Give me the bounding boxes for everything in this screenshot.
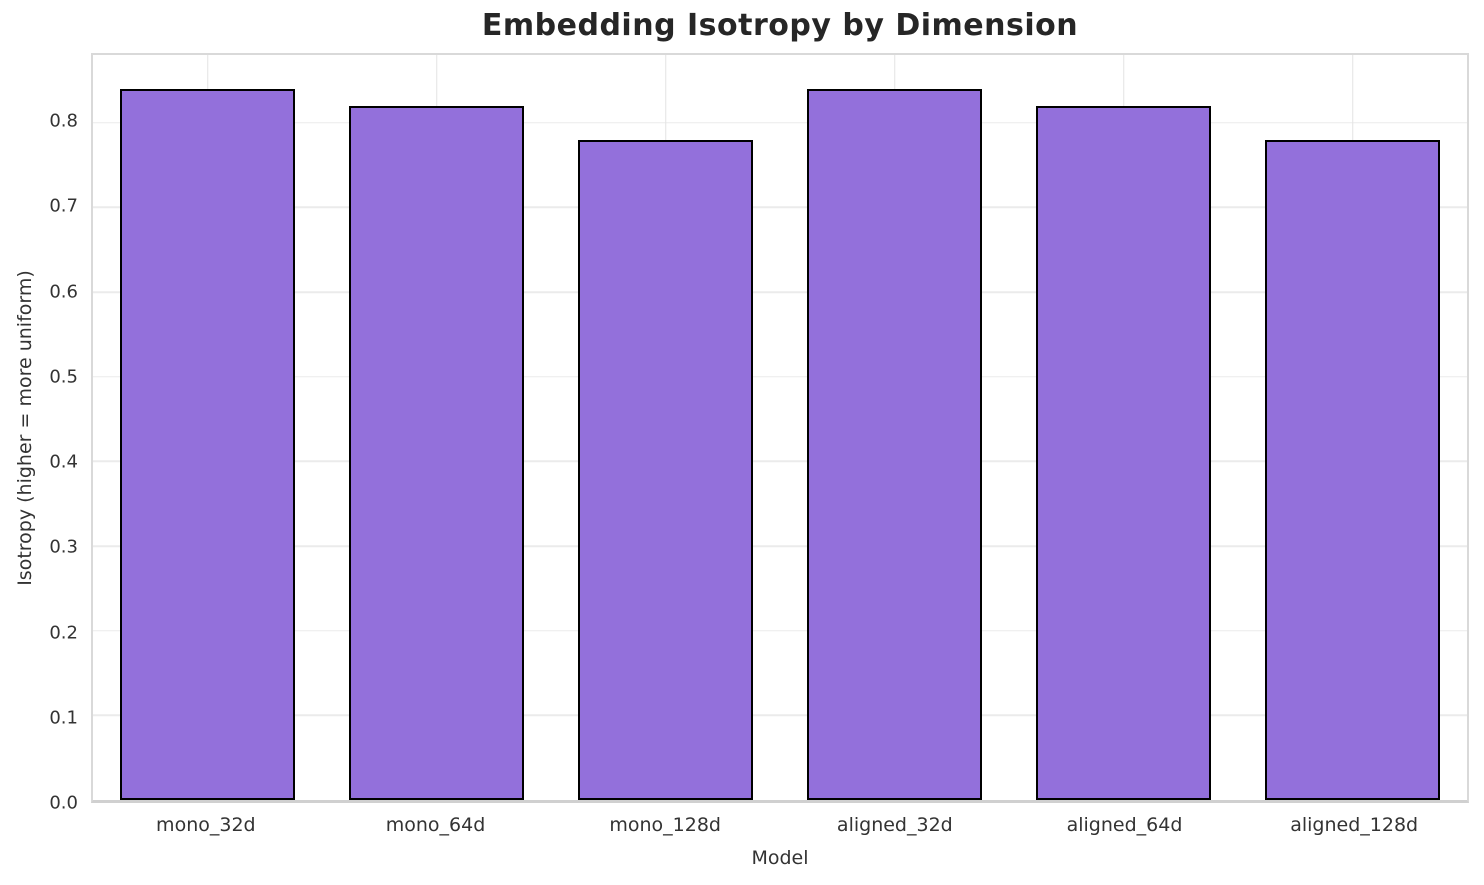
x-tick-label-aligned_128d: aligned_128d [1290, 814, 1419, 836]
x-tick-label-mono_64d: mono_64d [385, 814, 486, 836]
y-tick-label: 0.1 [49, 707, 78, 729]
gridline-horizontal [93, 291, 1467, 293]
x-tick-label-aligned_64d: aligned_64d [1066, 814, 1183, 836]
bar-aligned_64d [1036, 105, 1211, 800]
y-tick-label: 0.5 [49, 366, 78, 388]
x-tick-label-mono_32d: mono_32d [156, 814, 256, 836]
gridline-horizontal [93, 375, 1467, 378]
y-axis-label: Isotropy (higher = more uniform) [14, 270, 36, 586]
y-tick-label: 0.4 [49, 451, 78, 473]
y-axis-ticks: 0.0 0.1 0.2 0.3 0.4 0.5 0.6 0.7 0.8 [0, 53, 78, 814]
y-tick-label: 0.7 [49, 195, 78, 217]
gridline-horizontal [93, 206, 1467, 209]
gridline-horizontal [93, 714, 1467, 717]
plot-area [91, 53, 1469, 803]
chart-title: Embedding Isotropy by Dimension [481, 8, 1079, 43]
bar-mono_64d [349, 105, 524, 800]
bar-mono_32d [120, 88, 295, 800]
y-tick-label: 0.0 [49, 792, 78, 814]
y-tick-label: 0.8 [49, 110, 78, 132]
gridline-horizontal [93, 460, 1467, 463]
x-axis-label: Model [751, 847, 809, 869]
bar-mono_128d [578, 139, 753, 800]
y-tick-label: 0.6 [49, 281, 78, 303]
gridline-horizontal [93, 545, 1467, 547]
x-axis-ticks: mono_32d mono_64d mono_128d aligned_32d alig… [91, 814, 1469, 840]
x-tick-label-aligned_32d: aligned_32d [836, 814, 953, 836]
bar-aligned_32d [807, 88, 982, 800]
y-tick-label: 0.2 [49, 622, 78, 644]
gridline-horizontal [93, 121, 1467, 124]
gridline-horizontal [93, 629, 1467, 632]
x-tick-label-mono_128d: mono_128d [609, 814, 721, 836]
y-tick-label: 0.3 [49, 536, 78, 558]
bar-aligned_128d [1265, 139, 1440, 800]
